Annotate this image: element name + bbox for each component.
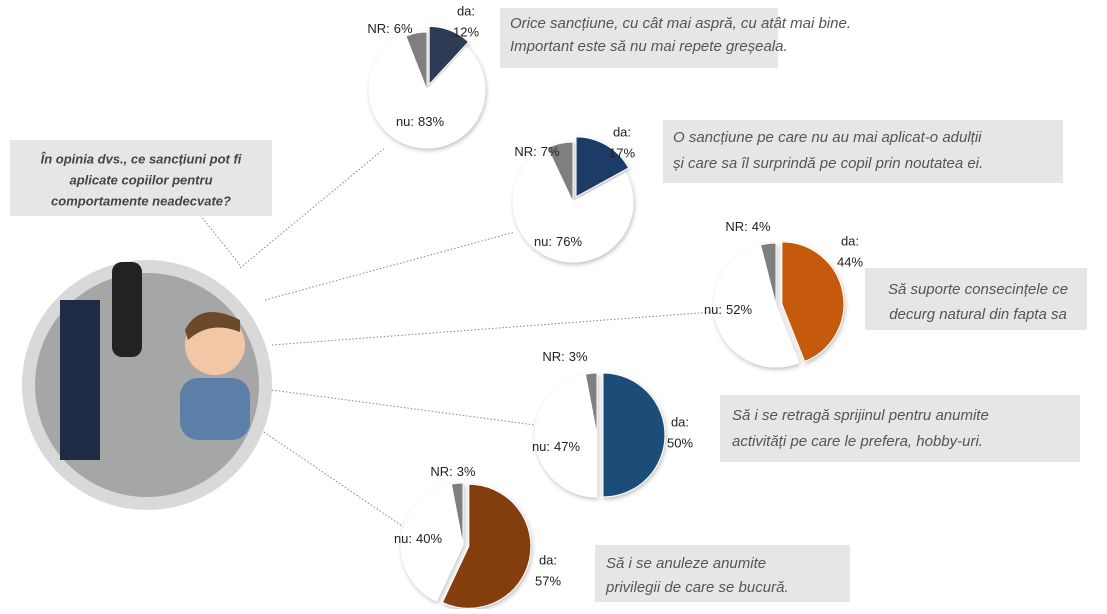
pie-slice xyxy=(405,31,428,91)
slice-label: da: xyxy=(671,414,689,429)
pie-slice xyxy=(441,483,532,609)
note-text: decurg natural din fapta sa xyxy=(889,306,1067,323)
pie-chart xyxy=(512,136,634,263)
slice-label: nu: 52% xyxy=(704,302,753,317)
slice-label: nu: 47% xyxy=(532,439,581,454)
pie-slice xyxy=(602,372,666,498)
slice-label: nu: 76% xyxy=(534,234,583,249)
slice-value: 44% xyxy=(837,254,863,269)
slice-value: 17% xyxy=(609,145,635,160)
illustration xyxy=(22,260,272,510)
pie-slice xyxy=(450,482,464,546)
slice-category: nu: xyxy=(532,439,550,454)
question-text: În opinia dvs., ce sancțiuni pot fi xyxy=(41,151,242,166)
pie-chart xyxy=(534,372,666,498)
slice-value: 6% xyxy=(394,21,413,36)
note-text: și care sa îl surprindă pe copil prin no… xyxy=(673,155,983,172)
slice-category: NR: xyxy=(367,21,389,36)
note-box xyxy=(663,120,1063,183)
slice-value: 47% xyxy=(554,439,580,454)
note-box xyxy=(720,395,1080,462)
slice-category: nu: xyxy=(704,302,722,317)
slice-value: 57% xyxy=(535,573,561,588)
slice-value: 40% xyxy=(416,531,442,546)
slice-value: 52% xyxy=(726,302,752,317)
question-text: comportamente neadecvate? xyxy=(51,193,231,208)
note-text: O sancțiune pe care nu au mai aplicat-o … xyxy=(673,129,982,146)
slice-label: da: xyxy=(841,233,859,248)
slice-value: 76% xyxy=(556,234,582,249)
slice-value: 50% xyxy=(667,435,693,450)
pie-slice xyxy=(368,35,486,149)
pie-slice xyxy=(575,136,630,198)
slice-category: NR: xyxy=(430,464,452,479)
slice-label: nu: 40% xyxy=(394,531,443,546)
slice-label: NR: 3% xyxy=(430,464,476,479)
note-text: privilegii de care se bucură. xyxy=(605,579,789,596)
pie-slice xyxy=(713,244,800,368)
note-text: Să i se retragă sprijinul pentru anumite xyxy=(732,407,989,424)
note-text: Să suporte consecințele ce xyxy=(888,281,1068,298)
connectors xyxy=(199,147,713,529)
pie-slice xyxy=(400,483,464,602)
pie-slice xyxy=(428,25,470,86)
slice-value: 3% xyxy=(457,464,476,479)
slice-label: nu: 83% xyxy=(396,114,445,129)
slice-label: da: xyxy=(457,3,475,18)
pie-slice xyxy=(781,241,845,363)
pie-slice xyxy=(546,141,574,203)
note-text: Important este să nu mai repete greșeala… xyxy=(510,38,788,55)
pie-slice xyxy=(534,373,598,498)
note-box xyxy=(595,545,850,602)
slice-category: nu: xyxy=(396,114,414,129)
connector xyxy=(271,311,713,346)
note-text: Orice sancțiune, cu cât mai aspră, cu at… xyxy=(510,15,851,32)
pie-slice xyxy=(759,242,777,306)
pie-chart xyxy=(713,241,845,368)
note-text: activități pe care le prefera, hobby-uri… xyxy=(732,433,983,450)
child-body xyxy=(180,378,250,440)
slice-category: nu: xyxy=(534,234,552,249)
slice-category: NR: xyxy=(542,349,564,364)
connector xyxy=(264,231,516,301)
slice-category: nu: xyxy=(394,531,412,546)
slice-value: 12% xyxy=(453,24,479,39)
question-box xyxy=(10,140,272,216)
pie-slice xyxy=(584,372,598,436)
connector xyxy=(257,427,406,529)
note-text: Să i se anuleze anumite xyxy=(606,555,766,572)
belt xyxy=(112,262,142,357)
slice-value: 4% xyxy=(752,219,771,234)
connector xyxy=(271,389,536,426)
slice-label: da: xyxy=(539,552,557,567)
pie-slice xyxy=(512,147,634,263)
slice-category: NR: xyxy=(725,219,747,234)
slice-label: NR: 7% xyxy=(514,144,560,159)
child-hair xyxy=(185,312,240,340)
pie-chart xyxy=(400,482,532,609)
slice-label: da: xyxy=(613,124,631,139)
slice-label: NR: 6% xyxy=(367,21,413,36)
slice-value: 83% xyxy=(418,114,444,129)
connector xyxy=(199,214,241,266)
question-text: aplicate copiilor pentru xyxy=(69,172,212,187)
note-box xyxy=(865,268,1087,330)
slice-category: NR: xyxy=(514,144,536,159)
note-box xyxy=(500,8,778,68)
slice-label: NR: 4% xyxy=(725,219,771,234)
slice-value: 7% xyxy=(541,144,560,159)
slice-value: 3% xyxy=(569,349,588,364)
slice-label: NR: 3% xyxy=(542,349,588,364)
pie-chart xyxy=(368,25,486,149)
figure-leg xyxy=(60,300,100,460)
